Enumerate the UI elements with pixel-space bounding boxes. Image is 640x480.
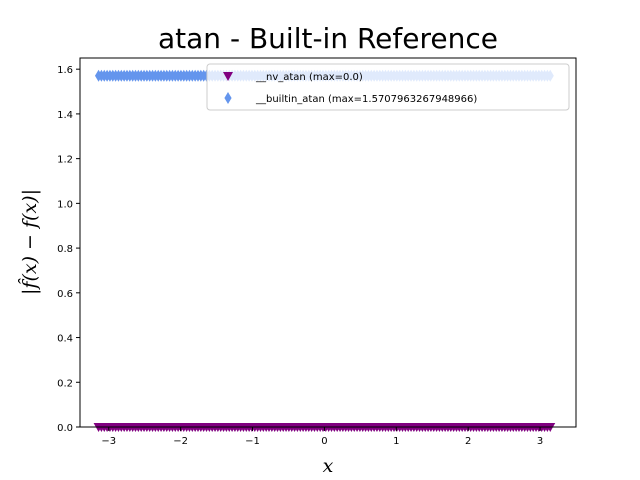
- legend-entries: __nv_atan (max=0.0) __builtin_atan (max=1…: [223, 72, 477, 105]
- y-tick-label: 1.4: [57, 110, 73, 121]
- y-tick-label: 1.6: [57, 65, 73, 76]
- legend-label: __builtin_atan (max=1.5707963267948966): [255, 94, 477, 105]
- y-tick-label: 0.2: [57, 378, 73, 389]
- x-tick-label: −2: [173, 436, 188, 447]
- x-tick-label: 0: [321, 436, 327, 447]
- x-tick-label: 1: [393, 436, 399, 447]
- y-tick-label: 0.0: [57, 423, 73, 434]
- legend-marker: [224, 92, 232, 104]
- plot-area: [80, 58, 576, 427]
- x-tick-label: 3: [537, 436, 543, 447]
- x-axis-ticks: −3 −2 −1 0 1 2 3: [101, 427, 543, 447]
- chart-title: atan - Built-in Reference: [158, 22, 498, 55]
- x-axis-label: x: [323, 455, 334, 477]
- x-tick-label: −3: [101, 436, 116, 447]
- legend: __nv_atan (max=0.0) __builtin_atan (max=1…: [206, 63, 570, 111]
- legend-marker: [223, 72, 233, 81]
- y-tick-label: 0.4: [57, 334, 73, 345]
- x-tick-label: 2: [465, 436, 471, 447]
- y-tick-label: 0.6: [57, 289, 73, 300]
- y-axis-label: |f̂(x) − f(x)|: [18, 189, 41, 295]
- y-tick-label: 1.2: [57, 155, 73, 166]
- y-tick-label: 0.8: [57, 244, 73, 255]
- x-tick-label: −1: [245, 436, 260, 447]
- y-axis-ticks: 0.0 0.2 0.4 0.6 0.8 1.0 1.2 1.4 1.6: [57, 65, 80, 434]
- plot-frame: [79, 57, 577, 428]
- legend-label: __nv_atan (max=0.0): [255, 72, 363, 83]
- y-tick-label: 1.0: [57, 199, 73, 210]
- legend-box: [206, 63, 570, 111]
